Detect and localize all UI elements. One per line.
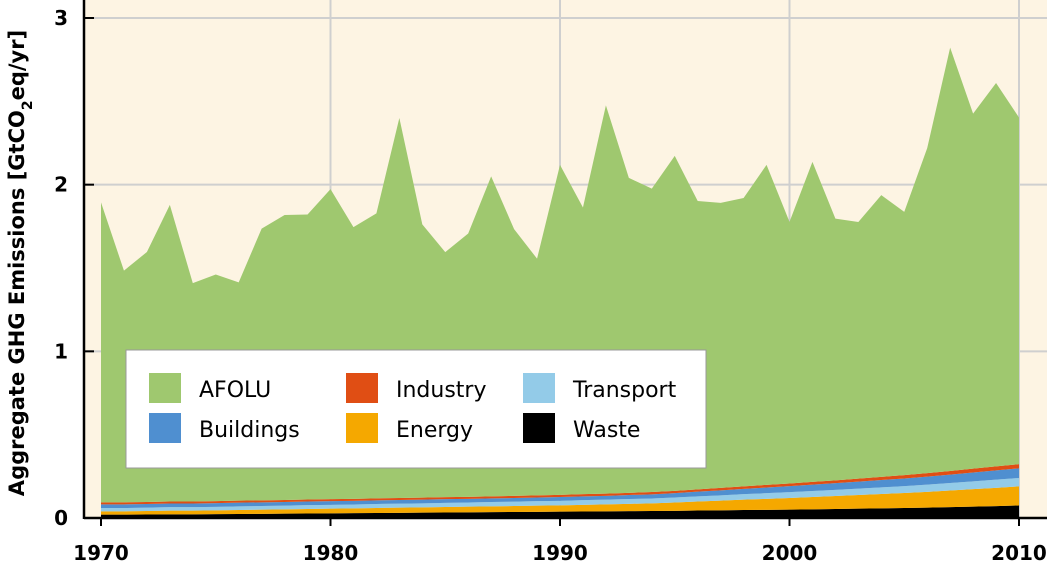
axes [82, 0, 1047, 526]
y-tick-label: 2 [54, 173, 68, 197]
x-tick-label: 1970 [73, 541, 129, 565]
area-transport [101, 478, 1019, 512]
legend-swatch-afolu [149, 373, 181, 403]
y-axis-label: Aggregate GHG Emissions [GtCO2eq/yr] [5, 30, 36, 496]
y-axis-label-main: Aggregate GHG Emissions [GtCO [5, 110, 29, 496]
y-axis-label-subscript: 2 [20, 100, 36, 110]
x-tick-label: 2010 [991, 541, 1047, 565]
y-tick-label: 0 [54, 506, 68, 530]
legend-label: Buildings [199, 418, 300, 443]
legend-swatch-energy [346, 413, 378, 443]
legend-label: Energy [396, 418, 473, 443]
legend-items: AFOLU Industry Transport Buildings Energy Was… [149, 373, 677, 443]
x-tick-label: 1980 [303, 541, 359, 565]
area-industry [101, 464, 1019, 505]
legend-label: Transport [572, 378, 677, 403]
legend-swatch-transport [523, 373, 555, 403]
y-tick-label: 3 [54, 6, 68, 30]
legend-swatch-industry [346, 373, 378, 403]
legend: AFOLU Industry Transport Buildings Energy Was… [125, 349, 707, 469]
x-tick-label: 1990 [532, 541, 588, 565]
area-energy [101, 486, 1019, 515]
area-waste [101, 505, 1019, 518]
area-buildings [101, 468, 1019, 508]
legend-label: Waste [573, 418, 640, 443]
y-tick-label: 1 [54, 339, 68, 363]
tick-labels: 0 1 2 3 1970 1980 1990 2000 2010 [54, 6, 1047, 565]
legend-swatch-buildings [149, 413, 181, 443]
legend-box [125, 349, 707, 469]
y-axis-label-tail: eq/yr] [5, 30, 29, 101]
legend-label: AFOLU [199, 378, 271, 403]
legend-swatch-waste [523, 413, 555, 443]
x-tick-label: 2000 [762, 541, 818, 565]
legend-label: Industry [396, 378, 487, 403]
